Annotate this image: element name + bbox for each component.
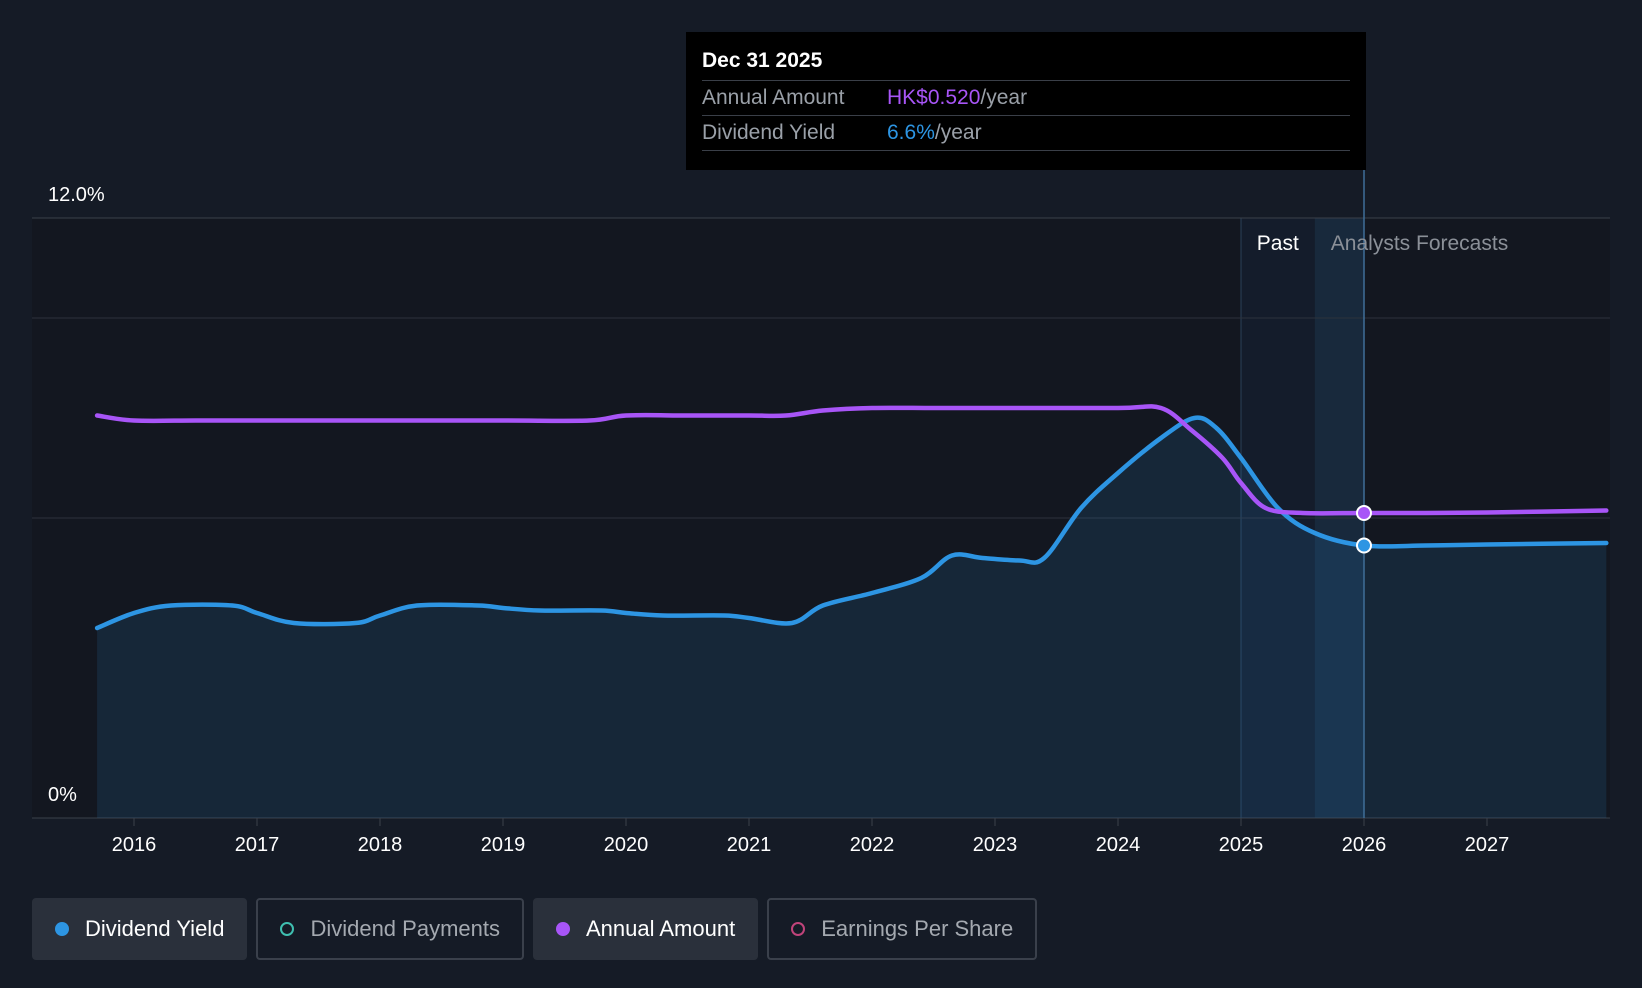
y-tick-label-top: 12.0%	[48, 184, 105, 206]
legend-dot-icon	[555, 922, 570, 936]
legend-label: Dividend Payments	[310, 916, 500, 941]
x-tick-label: 2021	[727, 834, 772, 856]
tooltip-value: 6.6%	[887, 121, 935, 144]
legend-label: Annual Amount	[585, 916, 736, 941]
annual-amount-marker	[1356, 505, 1372, 521]
gridlines	[32, 217, 1610, 819]
tooltip-label: Annual Amount	[702, 86, 845, 109]
legend-dividend-payments[interactable]: Dividend Payments	[256, 898, 524, 960]
annual-amount-line	[94, 404, 1609, 516]
legend-dot-icon	[280, 922, 295, 936]
x-axis: 2016 2017 2018 2019 2020 2021 2022 2023 2024 2025…	[112, 818, 1510, 856]
tooltip-unit: /year	[934, 121, 982, 144]
x-tick-label: 2024	[1096, 834, 1141, 856]
tooltip-row-annual-amount: Annual Amount HK$0.520 /year	[702, 81, 1350, 116]
x-tick-label: 2019	[481, 834, 526, 856]
analysts-forecasts-label: Analysts Forecasts	[1331, 232, 1508, 255]
legend-label: Dividend Yield	[85, 916, 225, 941]
y-axis: 12.0% 0%	[48, 184, 105, 806]
legend-dividend-yield[interactable]: Dividend Yield	[32, 898, 248, 960]
x-tick-label: 2020	[604, 834, 649, 856]
x-tick-label: 2017	[235, 834, 280, 856]
past-label: Past	[1257, 232, 1299, 255]
dividend-yield-area	[97, 417, 1607, 818]
legend-earnings-per-share[interactable]: Earnings Per Share	[767, 898, 1038, 960]
tooltip: Dec 31 2025 Annual Amount HK$0.520 /year…	[686, 32, 1366, 170]
legend-dot-icon	[791, 922, 806, 936]
legend: Dividend Yield Dividend Payments Annual …	[32, 898, 1046, 960]
tooltip-row-dividend-yield: Dividend Yield 6.6% /year	[702, 116, 1350, 151]
x-tick-label: 2026	[1342, 834, 1387, 856]
tooltip-label: Dividend Yield	[702, 121, 836, 144]
x-tick-label: 2025	[1219, 834, 1264, 856]
tooltip-date: Dec 31 2025	[702, 46, 1350, 81]
x-tick-label: 2018	[358, 834, 403, 856]
dividend-yield-line	[94, 415, 1609, 631]
x-tick-label: 2022	[850, 834, 895, 856]
x-tick-label: 2023	[973, 834, 1018, 856]
x-tick-label: 2016	[112, 834, 157, 856]
series-lines	[94, 404, 1609, 631]
x-tick-label: 2027	[1465, 834, 1510, 856]
tooltip-unit: /year	[980, 86, 1028, 109]
y-tick-label-bottom: 0%	[48, 784, 77, 806]
tooltip-value: HK$0.520	[887, 86, 981, 109]
legend-label: Earnings Per Share	[821, 916, 1014, 941]
legend-annual-amount[interactable]: Annual Amount	[532, 898, 759, 960]
series-areas	[97, 417, 1607, 818]
legend-dot-icon	[55, 922, 69, 936]
series-markers	[1356, 505, 1372, 554]
dividend-yield-marker	[1356, 537, 1372, 554]
